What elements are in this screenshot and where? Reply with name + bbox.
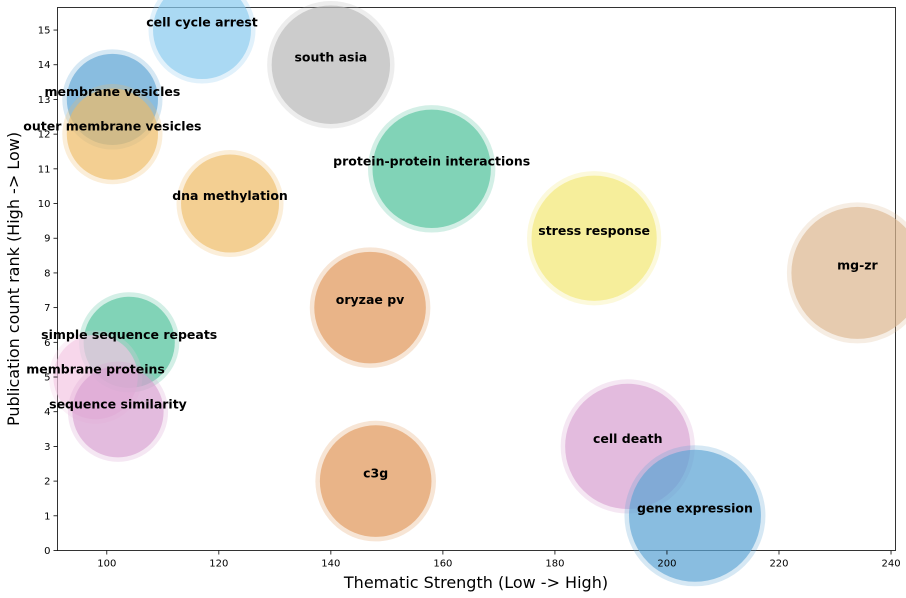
bubble [153, 0, 252, 80]
bubble-label: simple sequence repeats [41, 327, 217, 342]
bubble-label: mg-zr [837, 257, 878, 272]
x-tick-label: 240 [881, 559, 900, 570]
bubble [628, 449, 761, 582]
x-tick-label: 220 [769, 559, 788, 570]
bubble [66, 88, 158, 180]
x-tick-label: 180 [545, 559, 564, 570]
bubble [372, 109, 491, 229]
bubble [319, 425, 432, 537]
bubble [531, 175, 657, 301]
plot-area-frame [57, 7, 896, 551]
y-tick-label: 0 [44, 546, 50, 557]
y-tick-label: 10 [38, 199, 51, 210]
x-tick-label: 140 [321, 559, 340, 570]
bubble [314, 251, 426, 364]
bubble-label: stress response [538, 223, 650, 238]
x-axis-title: Thematic Strength (Low -> High) [343, 573, 608, 592]
bubble-label: c3g [363, 466, 388, 481]
bubbles-layer [48, 0, 906, 587]
bubble-label: membrane proteins [26, 362, 165, 377]
y-tick-label: 12 [38, 130, 51, 141]
y-tick-label: 1 [44, 511, 50, 522]
y-tick-label: 14 [38, 60, 51, 71]
x-tick-label: 160 [433, 559, 452, 570]
bubble-labels-layer: cell cycle arrest south asia membrane vesi… [23, 15, 878, 516]
bubble-label: south asia [294, 49, 367, 64]
y-tick-label: 15 [38, 26, 51, 37]
bubble [72, 366, 164, 458]
bubble-label: dna methylation [172, 188, 288, 203]
y-tick-label: 5 [44, 373, 50, 384]
bubble-label: membrane vesicles [45, 84, 181, 99]
bubble-label: protein-protein interactions [333, 153, 530, 168]
y-tick-label: 11 [38, 164, 51, 175]
y-tick-label: 9 [44, 234, 50, 245]
bubble-label: cell cycle arrest [146, 15, 258, 30]
y-tick-label: 6 [44, 338, 50, 349]
bubble-label: oryzae pv [336, 292, 405, 307]
y-tick-label: 2 [44, 477, 50, 488]
bubble-label: outer membrane vesicles [23, 119, 201, 134]
y-tick-label: 8 [44, 268, 50, 279]
y-tick-label: 3 [44, 442, 50, 453]
y-axis-title: Publication count rank (High -> Low) [4, 132, 23, 426]
x-tick-label: 200 [657, 559, 676, 570]
x-tick-label: 100 [97, 559, 116, 570]
y-tick-label: 13 [38, 95, 51, 106]
bubble [181, 154, 280, 253]
bubble-label: gene expression [637, 500, 753, 515]
bubble-label: cell death [593, 431, 663, 446]
y-tick-label: 4 [44, 407, 50, 418]
y-tick-label: 7 [44, 303, 50, 314]
x-tick-label: 120 [209, 559, 228, 570]
bubble-label: sequence similarity [49, 396, 187, 411]
bubble [791, 206, 906, 339]
x-axis-ticks: 100 120 140 160 180 200 220 240 [97, 550, 901, 570]
bubble [271, 5, 391, 124]
